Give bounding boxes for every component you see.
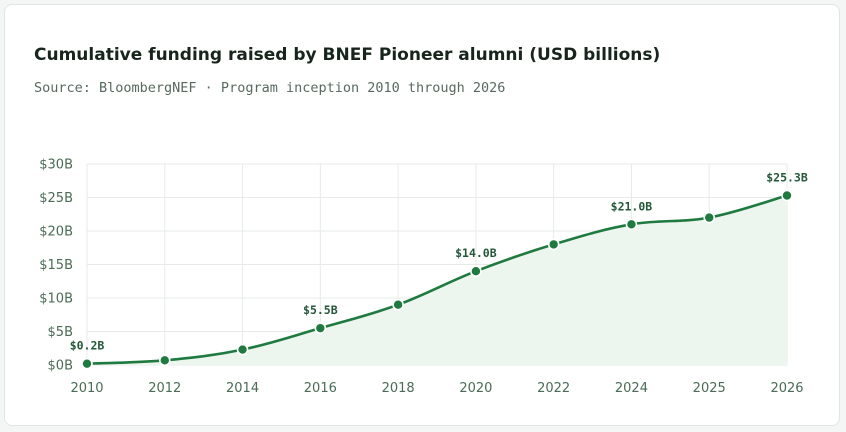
y-tick-label: $10B <box>39 292 73 307</box>
x-tick-label: 2026 <box>770 381 803 396</box>
x-tick-label: 2014 <box>226 381 259 396</box>
x-tick-label: 2016 <box>304 381 337 396</box>
data-points <box>81 189 793 370</box>
data-label: $5.5B <box>303 303 338 317</box>
y-tick-label: $15B <box>39 258 73 273</box>
data-point <box>547 238 560 251</box>
data-point <box>625 218 638 231</box>
data-label: $25.3B <box>766 170 808 184</box>
data-label: $14.0B <box>455 246 497 260</box>
data-point <box>236 343 249 356</box>
x-tick-label: 2020 <box>459 381 492 396</box>
y-tick-label: $25B <box>39 191 73 206</box>
y-axis: $0B $5B $10B $15B $20B $25B $30B <box>39 158 73 374</box>
x-tick-label: 2012 <box>148 381 181 396</box>
x-tick-label: 2024 <box>615 381 648 396</box>
data-point <box>158 354 171 367</box>
x-tick-label: 2025 <box>693 381 726 396</box>
data-label: $0.2B <box>70 339 105 353</box>
x-axis: 2010 2012 2014 2016 2018 2020 2022 2024 2025 2026 <box>70 381 803 396</box>
area-fill <box>87 195 787 365</box>
y-tick-label: $5B <box>48 325 73 340</box>
data-point <box>781 189 793 202</box>
x-tick-label: 2022 <box>537 381 570 396</box>
data-point <box>314 322 327 334</box>
y-tick-label: $20B <box>39 225 73 240</box>
data-point <box>470 265 482 278</box>
x-tick-label: 2018 <box>382 381 415 396</box>
chart-subtitle: Source: BloombergNEF · Program inception… <box>34 80 506 96</box>
chart-title: Cumulative funding raised by BNEF Pionee… <box>34 45 661 65</box>
data-point <box>703 211 716 224</box>
series-line <box>85 194 789 365</box>
y-tick-label: $0B <box>48 359 73 374</box>
data-point <box>392 298 404 311</box>
data-point <box>81 357 93 370</box>
data-labels: $0.2B $5.5B $14.0B $21.0B $25.3B <box>70 170 808 352</box>
y-tick-label: $30B <box>39 158 73 173</box>
data-label: $21.0B <box>611 199 653 213</box>
x-tick-label: 2010 <box>70 381 103 396</box>
